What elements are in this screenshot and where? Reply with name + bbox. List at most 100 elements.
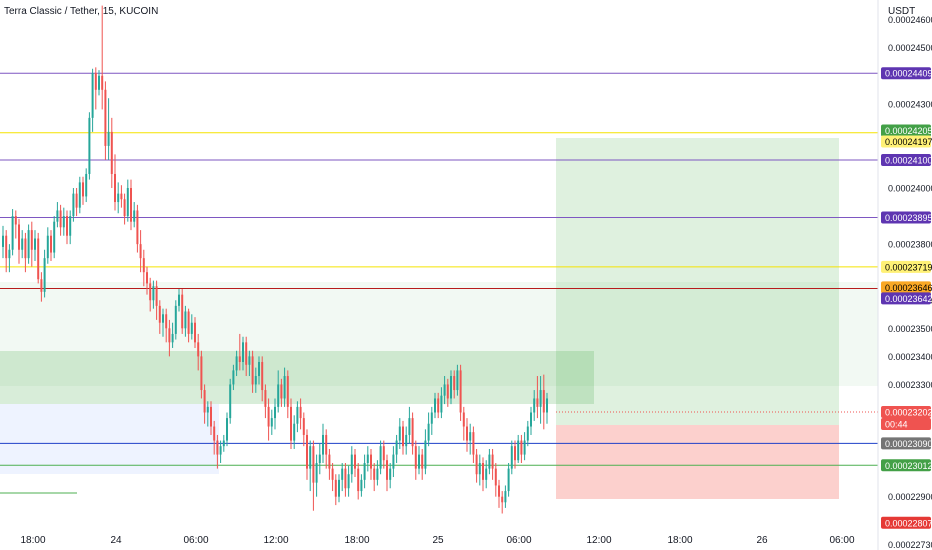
- candle-body: [350, 454, 353, 475]
- candle-body: [5, 235, 8, 259]
- candle-body: [418, 454, 420, 469]
- candles: [2, 5, 548, 514]
- candle-body: [379, 446, 382, 469]
- candle-body: [200, 356, 203, 391]
- candle-body: [37, 238, 40, 280]
- candle-body: [107, 131, 110, 146]
- candle-body: [520, 440, 523, 455]
- candle-body: [254, 376, 257, 385]
- x-tick-label: 25: [432, 535, 444, 546]
- chart-title: Terra Classic / Tether, 15, KUCOIN: [4, 6, 158, 17]
- candle-body: [366, 454, 369, 464]
- candle-body: [30, 230, 33, 250]
- candle-body: [450, 376, 452, 399]
- candle-body: [478, 463, 481, 475]
- chart-header: Terra Classic / Tether, 15, KUCOIN USDT: [4, 6, 915, 17]
- price-badge: [881, 67, 931, 80]
- candle-body: [514, 446, 516, 461]
- candle-body: [482, 463, 484, 480]
- candle-body: [146, 272, 148, 284]
- candle-body: [466, 426, 468, 441]
- candle-body: [267, 406, 270, 427]
- price-badge: [881, 292, 931, 305]
- candle-body: [213, 426, 216, 441]
- candle-body: [72, 193, 75, 217]
- candle-body: [430, 412, 433, 424]
- long-position-stop-zone: [556, 425, 839, 499]
- highlight-zone-blue: [0, 404, 219, 474]
- candle-body: [315, 463, 318, 483]
- candle-body: [402, 426, 404, 447]
- candle-body: [440, 395, 443, 413]
- candle-body: [293, 423, 296, 441]
- candle-body: [222, 440, 225, 447]
- long-position-target-zone: [556, 138, 839, 425]
- candle-body: [24, 238, 27, 259]
- price-badge: [881, 405, 931, 418]
- candle-body: [443, 384, 446, 396]
- candle-body: [494, 468, 497, 486]
- candle-body: [8, 249, 11, 259]
- candle-body: [91, 72, 94, 118]
- candle-body: [104, 89, 107, 146]
- countdown-badge: [881, 417, 931, 430]
- price-badge: [881, 153, 931, 166]
- candle-body: [501, 496, 504, 503]
- candle-body: [165, 314, 168, 329]
- x-tick-label: 06:00: [183, 535, 208, 546]
- candle-body: [325, 434, 328, 455]
- candle-body: [347, 474, 350, 489]
- candle-body: [126, 188, 129, 217]
- price-badge-label: 0.00024100: [885, 155, 932, 165]
- candle-body: [248, 356, 251, 365]
- candle-body: [78, 182, 81, 208]
- candle-body: [398, 426, 401, 441]
- candle-body: [510, 446, 513, 469]
- candle-body: [136, 210, 139, 245]
- candle-body: [101, 75, 104, 90]
- candle-body: [123, 199, 126, 217]
- candle-body: [446, 384, 449, 399]
- x-tick-label: 06:00: [506, 535, 531, 546]
- candle-body: [283, 376, 286, 399]
- candle-body: [46, 235, 49, 259]
- candle-body: [354, 454, 356, 469]
- candle-body: [187, 311, 190, 334]
- candle-body: [168, 328, 171, 343]
- candle-body: [245, 342, 248, 365]
- price-badge-label: 0.00023012: [885, 461, 932, 471]
- price-badge-label: 0.00023642: [885, 294, 932, 304]
- price-badge-label: 0.00024409: [885, 69, 932, 79]
- price-badge: [881, 135, 931, 148]
- price-badge: [881, 516, 931, 529]
- y-tick-label: 0.00023300: [888, 380, 932, 390]
- candle-body: [235, 356, 238, 371]
- price-axis: 0.00024600 0.00024500 0.00024300 0.00024000…: [877, 0, 932, 550]
- candle-body: [139, 244, 142, 259]
- candle-body: [264, 390, 267, 407]
- candle-body: [312, 446, 315, 483]
- candle-body: [27, 230, 30, 259]
- candle-body: [363, 463, 366, 480]
- candle-body: [498, 485, 500, 497]
- candle-body: [43, 258, 46, 292]
- candle-body: [376, 468, 379, 480]
- candle-body: [155, 286, 158, 306]
- x-tick-label: 18:00: [20, 535, 45, 546]
- candle-body: [21, 238, 24, 250]
- candle-body: [120, 193, 123, 200]
- candle-body: [50, 235, 52, 253]
- price-badge: [881, 124, 931, 137]
- x-tick-label: 06:00: [829, 535, 854, 546]
- candle-body: [59, 210, 62, 228]
- y-tick-label: 0.00023400: [888, 352, 932, 362]
- candle-body: [536, 398, 539, 407]
- candle-body: [56, 210, 59, 222]
- candle-body: [437, 398, 440, 413]
- candle-body: [258, 361, 260, 377]
- candle-body: [178, 294, 180, 306]
- candle-body: [488, 454, 491, 469]
- candle-body: [274, 406, 276, 419]
- candle-body: [149, 283, 152, 301]
